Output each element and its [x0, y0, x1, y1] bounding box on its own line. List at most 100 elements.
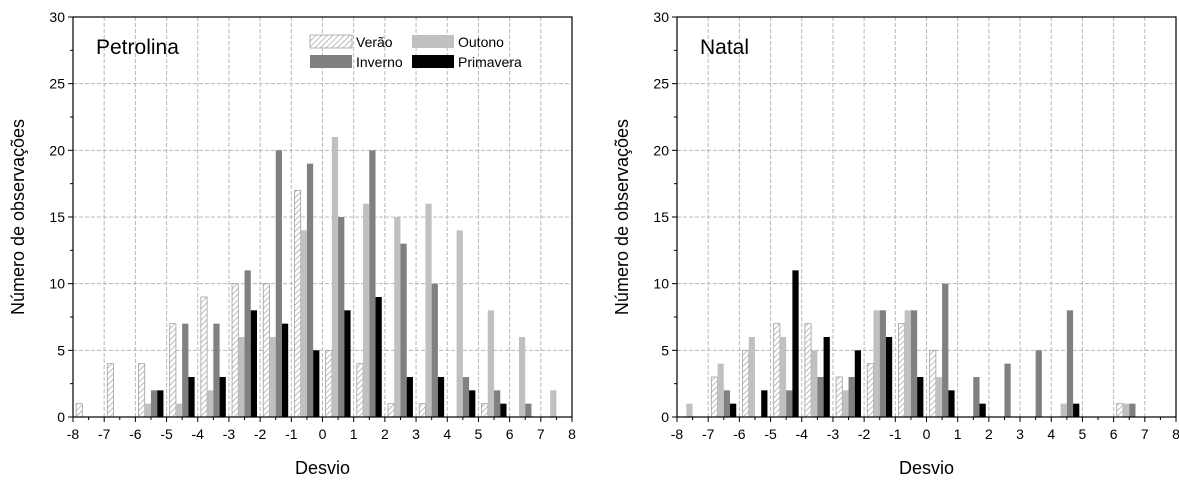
- x-tick-label: 5: [475, 426, 483, 442]
- x-tick-label: -8: [67, 426, 80, 442]
- bar-primavera-4: [823, 337, 830, 417]
- bar-vero-9: [356, 363, 364, 418]
- bar-inverno-1: [723, 390, 731, 417]
- legend-label: Primavera: [458, 54, 522, 70]
- bar-vero-6: [262, 283, 270, 418]
- x-tick-label: 4: [443, 426, 451, 442]
- bar-primavera-1: [730, 403, 737, 417]
- bar-inverno-2: [150, 390, 158, 417]
- y-tick-label: 20: [653, 142, 669, 158]
- bar-primavera-2: [761, 390, 768, 417]
- bar-vero-3: [169, 323, 177, 418]
- bar-primavera-6: [885, 337, 893, 417]
- bar-vero-6: [866, 363, 874, 418]
- bar-primavera-5: [250, 310, 258, 417]
- bar-outono-2: [748, 337, 755, 417]
- bar-outono-0: [686, 403, 693, 417]
- bar-vero-1: [710, 376, 718, 418]
- bar-primavera-8: [344, 310, 351, 417]
- x-tick-label: 5: [1079, 426, 1087, 442]
- bar-primavera-10: [406, 377, 413, 417]
- bar-vero-7: [898, 323, 906, 418]
- bar-inverno-14: [1129, 403, 1136, 417]
- bar-primavera-9: [375, 297, 382, 417]
- y-axis: 0 5 10 15 20 25 30: [653, 9, 677, 425]
- y-tick-label: 5: [57, 342, 65, 358]
- bar-inverno-7: [306, 163, 314, 417]
- x-tick-label: -3: [223, 426, 236, 442]
- bars: [686, 270, 1136, 418]
- x-axis: -8 -7 -6 -5 -4 -3 -2 -1 0 1 2 3 4 5 6 7 8: [671, 417, 1179, 442]
- bar-primavera-13: [500, 403, 507, 417]
- x-tick-label: 7: [1141, 426, 1149, 442]
- x-axis: -8 -7 -6 -5 -4 -3 -2 -1 0 1 2 3 4 5 6 7 8: [67, 417, 576, 442]
- bar-primavera-7: [313, 350, 320, 417]
- y-tick-label: 15: [653, 209, 669, 225]
- legend-label: Inverno: [356, 54, 403, 70]
- bar-primavera-2: [157, 390, 164, 417]
- bar-vero-5: [231, 283, 239, 418]
- bar-vero-8: [325, 349, 333, 418]
- x-tick-label: -4: [796, 426, 809, 442]
- bar-vero-5: [835, 376, 843, 418]
- bar-vero-7: [294, 189, 302, 418]
- bar-inverno-5: [244, 270, 251, 417]
- bar-vero-11: [418, 403, 426, 418]
- y-tick-label: 25: [653, 76, 669, 92]
- bar-primavera-3: [188, 377, 195, 417]
- bar-outono-2: [144, 403, 151, 417]
- bar-outono-3: [175, 403, 183, 417]
- bar-outono-10: [394, 217, 401, 417]
- bar-outono-14: [518, 337, 526, 417]
- bar-inverno-14: [525, 403, 532, 417]
- x-tick-label: -8: [671, 426, 684, 442]
- bar-outono-15: [550, 390, 557, 417]
- y-axis-label: Número de observações: [612, 119, 632, 315]
- panel-title: Natal: [700, 36, 749, 59]
- bar-outono-13: [487, 310, 495, 417]
- x-tick-label: 7: [537, 426, 545, 442]
- bar-inverno-10: [400, 243, 407, 417]
- bar-inverno-12: [462, 377, 470, 417]
- bar-outono-1: [717, 363, 724, 417]
- legend-swatch-inverno: [310, 55, 352, 68]
- x-axis-label: Desvio: [899, 458, 954, 478]
- legend: Verão Outono Inverno Primavera: [309, 34, 522, 70]
- y-tick-label: 0: [661, 409, 669, 425]
- bar-inverno-3: [182, 323, 189, 417]
- grid: [677, 17, 1176, 417]
- bar-inverno-6: [879, 310, 886, 417]
- bar-inverno-9: [973, 377, 980, 417]
- legend-label: Outono: [458, 34, 504, 50]
- bar-outono-6: [269, 337, 276, 417]
- bar-primavera-9: [979, 403, 986, 417]
- bar-inverno-7: [910, 310, 918, 417]
- x-tick-label: -6: [733, 426, 746, 442]
- y-tick-label: 10: [49, 276, 65, 292]
- bar-outono-11: [425, 203, 432, 417]
- bar-vero-14: [1116, 403, 1124, 418]
- bar-inverno-6: [275, 150, 282, 418]
- bar-inverno-4: [817, 377, 824, 417]
- y-tick-label: 10: [653, 276, 669, 292]
- legend-swatch-outono: [412, 35, 454, 48]
- bar-primavera-12: [1073, 403, 1080, 417]
- x-tick-label: -4: [192, 426, 205, 442]
- bar-primavera-11: [437, 377, 445, 417]
- bar-outono-4: [811, 350, 818, 417]
- bar-outono-4: [207, 390, 214, 417]
- x-tick-label: -2: [858, 426, 871, 442]
- x-tick-label: 4: [1047, 426, 1055, 442]
- bar-vero-8: [929, 349, 937, 418]
- bar-primavera-5: [854, 350, 862, 417]
- bar-primavera-12: [469, 390, 476, 417]
- x-tick-label: -6: [129, 426, 142, 442]
- x-tick-label: -7: [702, 426, 715, 442]
- y-tick-label: 0: [57, 409, 65, 425]
- bar-outono-8: [331, 137, 339, 417]
- x-tick-label: 2: [985, 426, 993, 442]
- x-tick-label: -7: [98, 426, 111, 442]
- x-tick-label: 0: [319, 426, 327, 442]
- y-tick-label: 30: [653, 9, 669, 25]
